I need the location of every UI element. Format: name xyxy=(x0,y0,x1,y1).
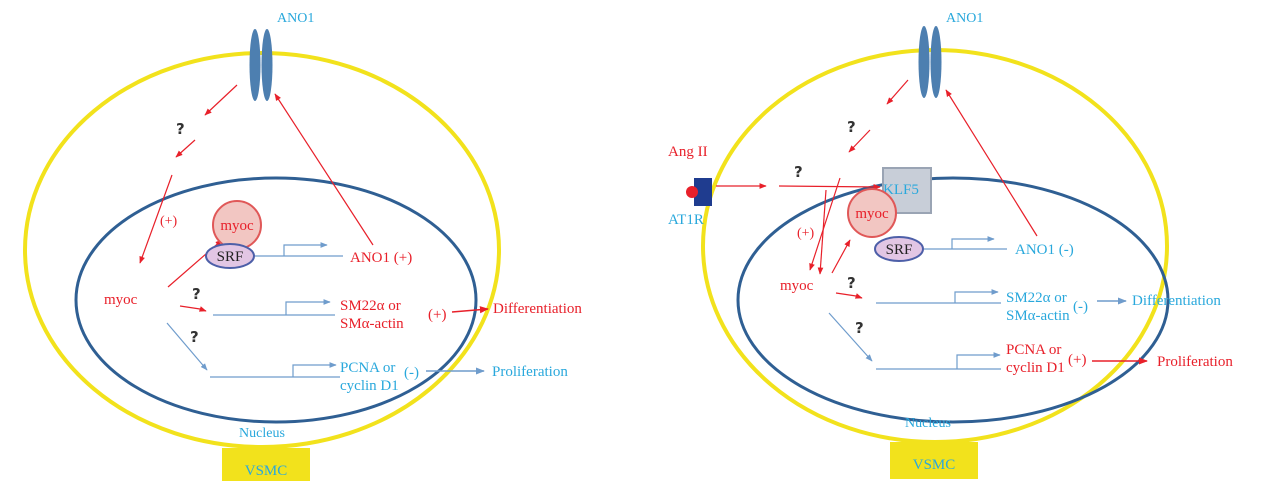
sm22-gene-promoter xyxy=(285,299,331,315)
proliferation-label: Proliferation xyxy=(1157,354,1233,370)
ano1-gene-label: ANO1 (+) xyxy=(350,250,412,266)
ano1-feedback-arrow xyxy=(274,93,374,246)
vsmc-label: VSMC xyxy=(245,463,288,479)
sm22-gene-promoter xyxy=(954,289,999,303)
vsmc-label: VSMC xyxy=(913,457,956,473)
question-mark-1: ? xyxy=(176,120,185,138)
ano1-gene-promoter xyxy=(951,236,995,249)
cell-membrane xyxy=(23,51,501,449)
question-mark-2: ? xyxy=(192,285,201,303)
question-mark-2: ? xyxy=(847,274,856,292)
nucleus-label: Nucleus xyxy=(239,426,285,441)
sm22-label-line2: SMα-actin xyxy=(340,316,404,332)
vsmc-box xyxy=(890,442,978,479)
ano1-channel-right-subunit xyxy=(930,26,942,98)
plus-sign: (+) xyxy=(797,226,815,241)
pcna-gene-promoter xyxy=(956,352,1001,369)
nucleus-label: Nucleus xyxy=(905,416,951,431)
channel-signal-arrow-3 xyxy=(139,174,173,264)
myoc-cytoplasm-label: myoc xyxy=(780,278,814,294)
myoc-complex-label: myoc xyxy=(220,218,254,234)
sm22-label-line1: SM22α or xyxy=(1006,290,1067,306)
myoc-cytoplasm-label: myoc xyxy=(104,292,138,308)
sm22-label-line2: SMα-actin xyxy=(1006,308,1070,324)
ano1-channel-left-subunit xyxy=(249,29,261,101)
srf-oval xyxy=(874,236,924,262)
ano1-channel-label: ANO1 xyxy=(277,11,314,26)
sm22-sign: (+) xyxy=(428,307,446,323)
klf5-label: KLF5 xyxy=(883,182,919,198)
srf-label: SRF xyxy=(217,249,244,265)
proliferation-label: Proliferation xyxy=(492,364,568,380)
right-panel: VSMC Nucleus ANO1 Ang II AT1R ? ? (+) my… xyxy=(668,11,1233,479)
channel-signal-arrow-3 xyxy=(809,177,841,271)
channel-signal-arrow-1 xyxy=(886,79,909,105)
srf-label: SRF xyxy=(886,242,913,258)
pcna-label-line1: PCNA or xyxy=(1006,342,1061,358)
at1r-label: AT1R xyxy=(668,212,704,228)
differentiation-label: Differentiation xyxy=(1132,293,1221,309)
srf-oval xyxy=(205,243,255,269)
myoc-to-complex-arrow xyxy=(831,239,851,274)
ang-ii-ligand xyxy=(686,186,698,198)
channel-signal-arrow-2 xyxy=(175,139,196,158)
myoc-to-pcna-arrow xyxy=(166,322,208,371)
channel-signal-arrow-2 xyxy=(848,129,871,153)
pcna-sign: (+) xyxy=(1068,352,1086,368)
nucleus xyxy=(736,176,1170,424)
ano1-channel-label: ANO1 xyxy=(946,11,983,26)
klf5-to-myoc-arrow xyxy=(817,189,827,275)
channel-signal-arrow-1 xyxy=(204,84,238,116)
question-mark-3: ? xyxy=(855,319,864,337)
pcna-sign: (-) xyxy=(404,365,419,381)
sm22-label-line1: SM22α or xyxy=(340,298,401,314)
differentiation-label: Differentiation xyxy=(493,301,582,317)
myoc-to-sm22-arrow xyxy=(835,292,863,299)
plus-sign: (+) xyxy=(160,214,178,229)
pcna-label-line2: cyclin D1 xyxy=(1006,360,1065,376)
differentiation-arrow xyxy=(451,306,489,314)
ano1-channel-left-subunit xyxy=(918,26,930,98)
left-panel: VSMC Nucleus ANO1 ? (+) myoc myoc SRF AN… xyxy=(23,11,582,481)
myoc-complex-label: myoc xyxy=(855,206,889,222)
nucleus xyxy=(74,176,478,424)
ang-ii-label: Ang II xyxy=(668,144,708,160)
ano1-channel-right-subunit xyxy=(261,29,273,101)
question-mark-1: ? xyxy=(847,118,856,136)
myoc-to-sm22-arrow xyxy=(179,305,207,312)
pcna-label-line2: cyclin D1 xyxy=(340,378,399,394)
ano1-feedback-arrow xyxy=(945,89,1038,237)
pcna-gene-promoter xyxy=(292,362,337,377)
question-mark-3: ? xyxy=(190,328,199,346)
at1r-signal-arrow-2 xyxy=(778,184,881,190)
vsmc-box xyxy=(222,448,310,481)
pcna-label-line1: PCNA or xyxy=(340,360,395,376)
ano1-gene-promoter xyxy=(283,242,328,256)
myoc-to-pcna-arrow xyxy=(828,312,873,362)
ano1-gene-label: ANO1 (-) xyxy=(1015,242,1074,258)
at1r-receptor xyxy=(694,178,712,206)
cell-membrane xyxy=(701,48,1169,444)
myoc-complex-circle xyxy=(847,188,897,238)
sm22-sign: (-) xyxy=(1073,299,1088,315)
question-mark-at1r: ? xyxy=(794,163,803,181)
